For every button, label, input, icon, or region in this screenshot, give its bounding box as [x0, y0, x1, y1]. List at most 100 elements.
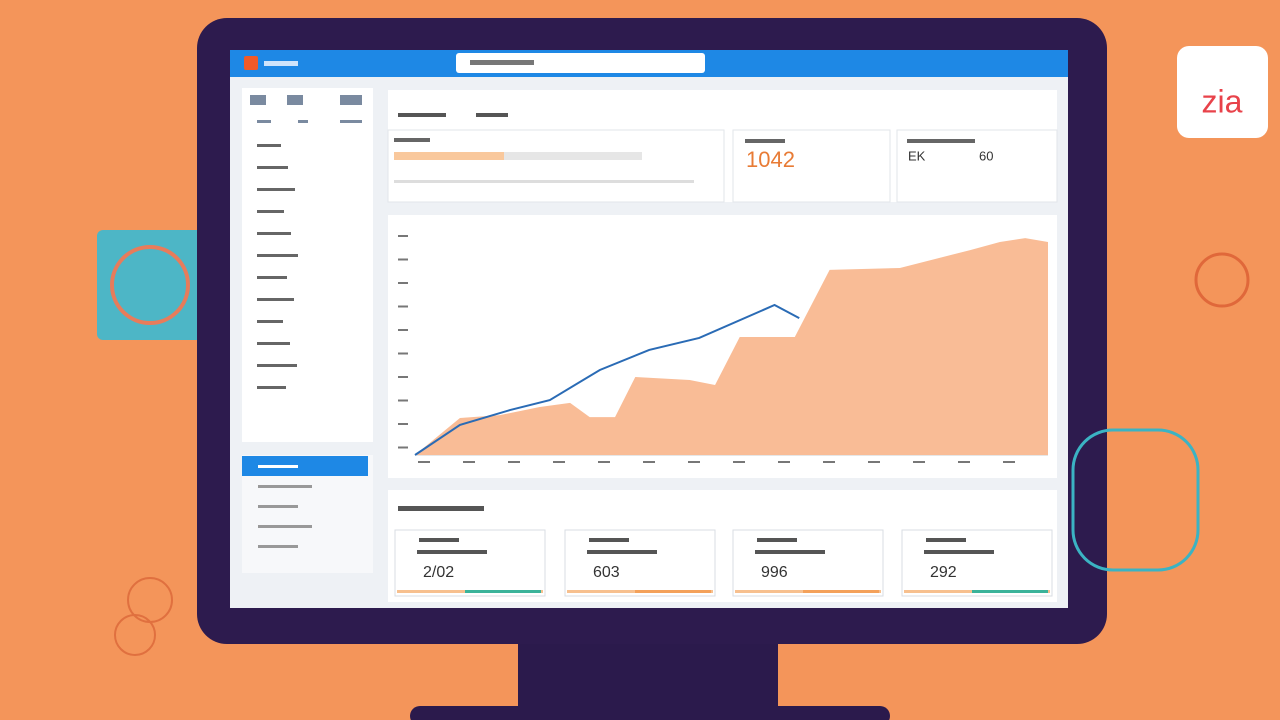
- menu-item: [258, 485, 312, 488]
- stat-bar-accent: [972, 590, 1048, 593]
- y-tick-text: [398, 399, 408, 402]
- stat-value: 2/02: [423, 564, 454, 581]
- x-tick-text: [1003, 461, 1015, 463]
- x-tick-text: [823, 461, 835, 463]
- app-icon: [244, 56, 258, 70]
- progress-fill: [394, 152, 504, 160]
- tab[interactable]: [398, 113, 446, 117]
- y-tick-text: [398, 235, 408, 237]
- tab[interactable]: [476, 113, 508, 117]
- app-name: [264, 61, 298, 66]
- sidebar-icon: [257, 120, 271, 123]
- search-placeholder: [470, 60, 534, 65]
- progress-track: [394, 152, 642, 160]
- y-tick-text: [398, 305, 408, 308]
- decor-logo: [1071, 428, 1200, 572]
- logo-box: [1177, 46, 1268, 138]
- y-tick-text: [398, 376, 408, 378]
- stat-card: [901, 529, 1053, 597]
- x-tick-text: [868, 461, 880, 463]
- logo: zia: [1202, 83, 1243, 119]
- decor-circle: [114, 614, 156, 656]
- stat-card: [394, 529, 546, 597]
- chart: [398, 235, 1048, 463]
- kpi-value: 60: [979, 148, 993, 163]
- stats-title: [398, 506, 484, 511]
- decor-circle: [1194, 252, 1250, 308]
- progress-track: [394, 180, 694, 183]
- sidebar-icon: [340, 95, 362, 105]
- sidebar-item: [257, 254, 298, 257]
- menu-item: [258, 505, 298, 508]
- x-tick-text: [508, 461, 520, 463]
- kpi-label: [907, 139, 975, 143]
- stat-value: 603: [593, 564, 620, 581]
- x-tick-text: [553, 461, 565, 463]
- menu-item-active[interactable]: [242, 456, 368, 476]
- y-tick-text: [398, 352, 408, 355]
- x-tick-text: [958, 461, 970, 463]
- sidebar-item: [257, 386, 286, 389]
- stat-value: 292: [930, 564, 957, 581]
- sidebar-item: [257, 232, 291, 235]
- sidebar-icon: [250, 95, 266, 105]
- kpi-value: 1042: [746, 147, 795, 172]
- x-tick-text: [778, 461, 790, 463]
- y-tick-text: [398, 282, 408, 284]
- menu-item: [258, 465, 298, 468]
- x-tick-text: [688, 461, 700, 463]
- stat-value: 996: [761, 564, 788, 581]
- y-tick-text: [398, 423, 408, 425]
- stat-label: [417, 550, 487, 554]
- kpi-value: EK: [908, 148, 926, 163]
- sidebar-icon: [287, 95, 303, 105]
- sidebar-item: [257, 276, 287, 279]
- stat-cards: 2/02 603 996 292: [394, 529, 1053, 597]
- monitor-stand: [518, 630, 778, 720]
- stat-label: [589, 538, 629, 542]
- sidebar-item: [257, 320, 283, 323]
- sidebar-item: [257, 364, 297, 367]
- y-tick-text: [398, 446, 408, 449]
- line: [414, 303, 800, 456]
- stat-bar-accent: [803, 590, 879, 593]
- sidebar-item: [257, 188, 295, 191]
- x-tick-text: [643, 461, 655, 463]
- x-tick-text: [418, 461, 430, 463]
- area: [415, 238, 1048, 455]
- sidebar-icon: [298, 120, 308, 123]
- sidebar-item: [257, 166, 288, 169]
- stat-label: [755, 550, 825, 554]
- x-tick-text: [913, 461, 925, 463]
- sidebar-icon: [340, 120, 362, 123]
- x-tick-text: [463, 461, 475, 463]
- sidebar-item: [257, 342, 290, 345]
- stat-label: [757, 538, 797, 542]
- stat-label: [926, 538, 966, 542]
- search-box[interactable]: [456, 53, 705, 73]
- card-label: [394, 138, 430, 142]
- menu-item: [258, 545, 298, 548]
- stat-bar-accent: [635, 590, 711, 593]
- sidebar-item: [257, 298, 294, 301]
- stat-card: [564, 529, 716, 597]
- progress-card: [387, 129, 725, 203]
- sidebar-item: [257, 210, 284, 213]
- y-tick-text: [398, 329, 408, 331]
- menu-item: [258, 525, 312, 528]
- sidebar-item: [257, 144, 281, 147]
- y-tick-text: [398, 258, 408, 261]
- x-tick-text: [733, 461, 745, 463]
- kpi-label: [745, 139, 785, 143]
- monitor-base: [410, 706, 890, 720]
- stat-label: [587, 550, 657, 554]
- decor-circle: [110, 245, 190, 325]
- stat-label: [419, 538, 459, 542]
- x-tick-text: [598, 461, 610, 463]
- stat-card: [732, 529, 884, 597]
- sidebar-items: [250, 95, 362, 548]
- stat-label: [924, 550, 994, 554]
- stat-bar-accent: [465, 590, 541, 593]
